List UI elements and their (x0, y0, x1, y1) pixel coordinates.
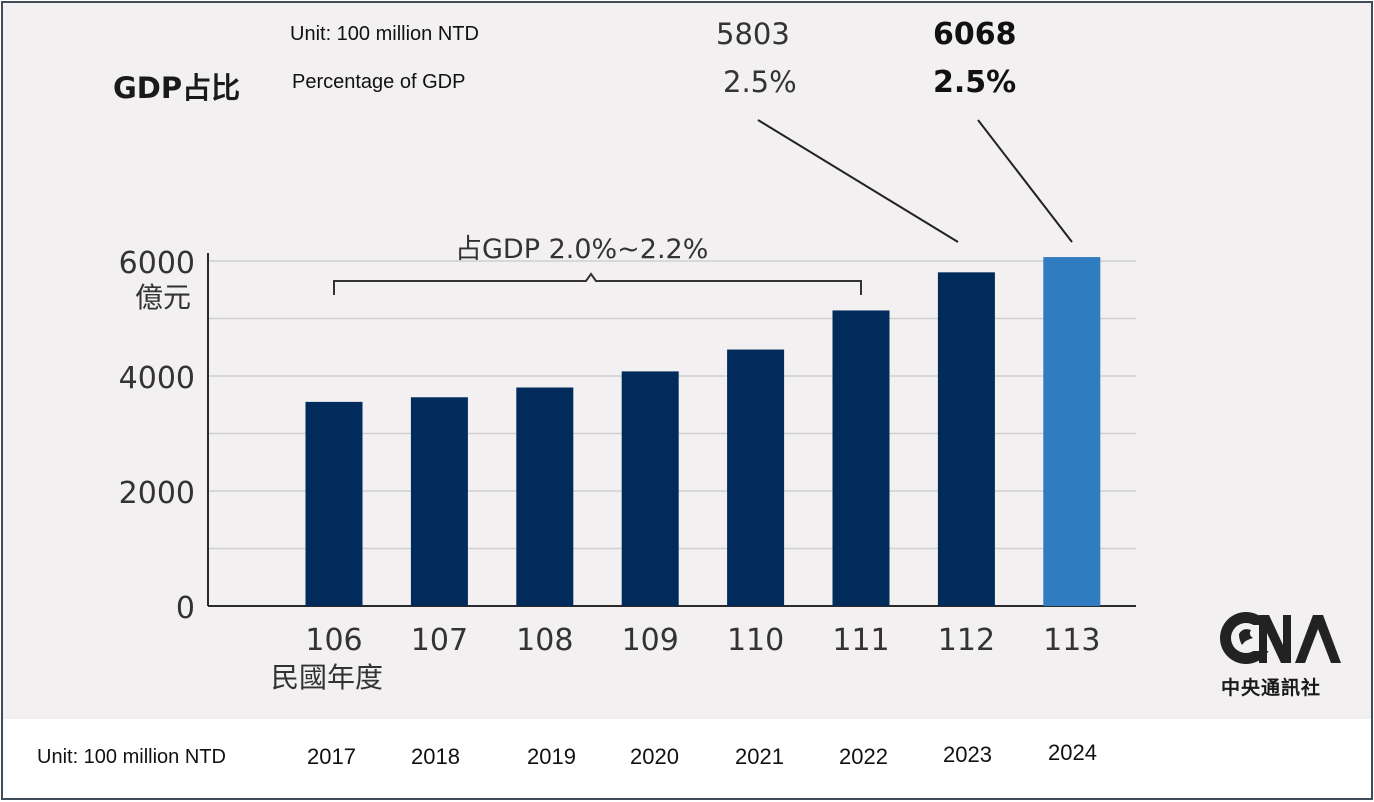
bottom-year-2020: 2020 (630, 744, 679, 769)
x-tick-label: 110 (727, 623, 784, 658)
bar (410, 397, 468, 606)
callout-percent-113: 2.5% (933, 65, 1017, 100)
bar (305, 401, 363, 606)
bottom-year-2018: 2018 (411, 744, 460, 769)
bottom-year-2021: 2021 (735, 744, 784, 769)
bottom-year-2023: 2023 (943, 742, 992, 767)
bar (1043, 257, 1101, 606)
bar (621, 371, 679, 606)
bar (727, 349, 785, 606)
x-tick-label: 113 (1043, 623, 1100, 658)
cna-logo-mark (1220, 612, 1341, 664)
bottom-unit-label: Unit: 100 million NTD (37, 746, 226, 768)
callout-leader-line (757, 119, 959, 243)
bottom-year-2017: 2017 (307, 744, 356, 769)
y-axis-unit-label: 億元 (135, 281, 192, 314)
x-tick-label: 107 (411, 623, 468, 658)
cna-logo: 中央通訊社 (1215, 607, 1343, 699)
chart-panel: 0 2000 4000 6000 106 107 108 109 110 111 112 113 Un… (3, 3, 1371, 719)
bracket-label: 占GDP 2.0%~2.2% (455, 234, 709, 265)
percentage-label: Percentage of GDP (292, 71, 466, 93)
callout-leader-line (977, 119, 1073, 243)
bar (516, 387, 574, 606)
bar-chart: 0 2000 4000 6000 106 107 108 109 110 111 112 113 (119, 119, 1136, 658)
x-tick-label: 109 (622, 623, 679, 658)
callout-value-113: 6068 (933, 17, 1017, 52)
y-tick-label: 2000 (119, 476, 195, 511)
x-tick-label: 106 (305, 623, 362, 658)
bar (832, 310, 890, 606)
callout-percent-112: 2.5% (723, 65, 797, 99)
x-tick-label: 112 (938, 623, 995, 658)
bottom-year-2024: 2024 (1048, 740, 1097, 765)
y-tick-label: 4000 (119, 361, 195, 396)
gdp-ratio-label: GDP占比 (113, 71, 241, 105)
bottom-year-2022: 2022 (839, 744, 888, 769)
callout-value-112: 5803 (716, 17, 790, 51)
bar (937, 272, 995, 606)
x-tick-label: 108 (516, 623, 573, 658)
bracket-line (333, 272, 862, 295)
logo-caption: 中央通訊社 (1221, 677, 1322, 699)
x-axis-title: 民國年度 (271, 661, 384, 694)
y-tick-label: 6000 (119, 246, 195, 281)
y-tick-label: 0 (176, 591, 195, 626)
bottom-year-2019: 2019 (527, 744, 576, 769)
unit-label: Unit: 100 million NTD (290, 23, 479, 45)
english-year-strip: Unit: 100 million NTD 2017 2018 2019 202… (3, 719, 1371, 798)
x-tick-label: 111 (832, 623, 889, 658)
